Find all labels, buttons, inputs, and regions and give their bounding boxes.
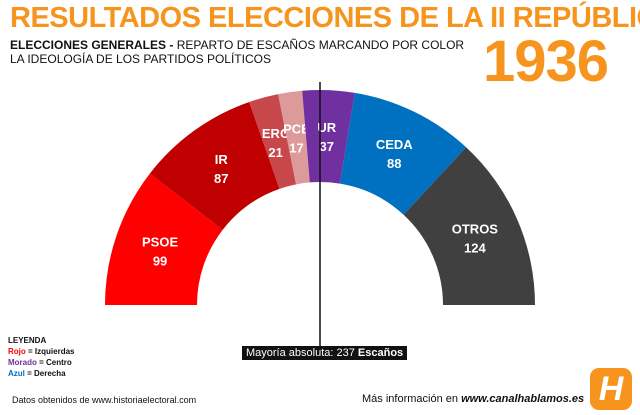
party-label: ERC [262,126,290,141]
subtitle-text: REPARTO DE ESCAÑOS MARCANDO POR COLOR LA… [10,38,465,66]
subtitle-bold: ELECCIONES GENERALES - [10,38,174,52]
legend-key: Morado [8,358,37,367]
majority-label: Mayoría absoluta: 237 Escaños [242,346,408,360]
segment-pce [278,90,310,185]
seat-count-label: 87 [214,171,228,186]
seat-count-label: 37 [319,139,333,154]
legend-title: LEYENDA [8,336,47,345]
year: 1936 [483,29,609,94]
legend-key: Rojo [8,347,26,356]
party-label: PCE [283,122,310,137]
seat-count-label: 99 [153,253,167,268]
legend-item: Morado = Centro [8,357,74,368]
more-info-link[interactable]: www.canalhablamos.es [461,393,585,405]
seat-count-label: 124 [464,240,486,255]
seat-count-label: 17 [289,141,303,156]
party-label: UR [317,120,336,135]
party-label: IR [215,152,229,167]
segment-psoe [105,173,223,305]
segment-otros [403,147,535,305]
segment-ceda [339,92,467,215]
segment-ir [149,101,280,230]
legend-item: Azul = Derecha [8,368,74,379]
party-label: CEDA [376,137,413,152]
segment-ur [302,89,355,184]
legend-value: = Centro [39,358,72,367]
legend-item: Rojo = Izquierdas [8,346,74,357]
majority-unit: Escaños [357,347,404,359]
seat-count-label: 88 [387,156,401,171]
legend-key: Azul [8,369,25,378]
legend: LEYENDA Rojo = Izquierdas Morado = Centr… [8,335,74,379]
party-label: OTROS [452,221,499,236]
party-label: PSOE [142,234,178,249]
hablamos-logo[interactable]: H [590,368,632,410]
data-source: Datos obtenidos de www.historiaelectoral… [12,395,197,405]
page-title: RESULTADOS ELECCIONES DE LA II REPÚBLICA [10,2,640,34]
subtitle: ELECCIONES GENERALES - REPARTO DE ESCAÑO… [10,38,470,66]
seat-count-label: 21 [268,145,282,160]
segment-erc [249,94,297,189]
majority-text: Mayoría absoluta: 237 [246,347,355,359]
more-info-prefix: Más información en [362,393,458,405]
legend-value: = Izquierdas [28,347,75,356]
legend-value: = Derecha [27,369,66,378]
more-info: Más información en www.canalhablamos.es [362,393,584,405]
